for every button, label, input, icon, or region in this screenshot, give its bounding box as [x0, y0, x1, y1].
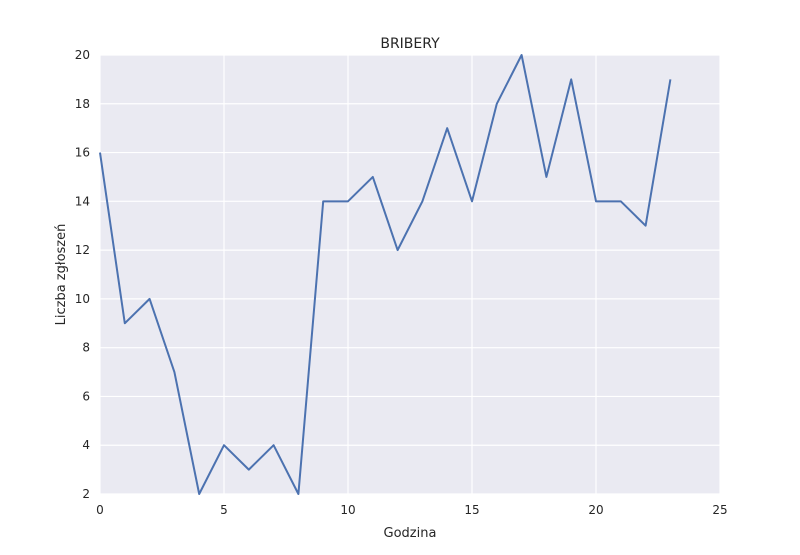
- y-axis: 2 4 6 8 10 12 14 16 18 20: [75, 48, 90, 501]
- x-tick-label: 20: [588, 503, 603, 517]
- y-tick-label: 16: [75, 146, 90, 160]
- x-axis-label: Godzina: [384, 526, 437, 541]
- x-tick-label: 15: [464, 503, 479, 517]
- y-tick-label: 18: [75, 97, 90, 111]
- y-tick-label: 14: [75, 194, 90, 208]
- y-tick-label: 8: [82, 341, 90, 355]
- y-axis-label: Liczba zgłoszeń: [54, 224, 69, 326]
- series-line: [99, 54, 672, 495]
- chart-title: BRIBERY: [380, 36, 440, 52]
- x-tick-label: 10: [340, 503, 355, 517]
- y-tick-label: 4: [82, 438, 90, 452]
- x-tick-label: 0: [96, 503, 104, 517]
- x-tick-label: 25: [712, 503, 727, 517]
- y-tick-label: 10: [75, 292, 90, 306]
- y-tick-label: 2: [82, 487, 90, 501]
- x-tick-label: 5: [220, 503, 228, 517]
- x-axis: 0 5 10 15 20 25: [96, 503, 727, 517]
- y-tick-label: 12: [75, 243, 90, 257]
- y-tick-label: 6: [82, 389, 90, 403]
- plot-area: [100, 55, 720, 494]
- series-layer: [99, 54, 672, 495]
- y-tick-label: 20: [75, 48, 90, 62]
